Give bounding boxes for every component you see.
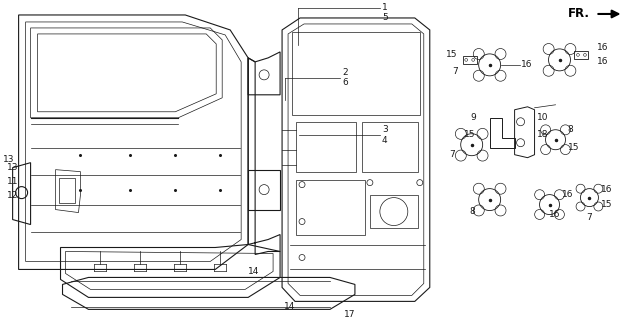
Text: 8: 8: [469, 207, 475, 216]
Text: 3: 3: [382, 125, 387, 134]
Text: 14: 14: [248, 267, 259, 276]
Text: 16: 16: [549, 210, 560, 219]
Text: 16: 16: [597, 57, 609, 66]
Text: 17: 17: [344, 310, 356, 319]
Text: 5: 5: [382, 13, 387, 22]
Text: 9: 9: [470, 113, 476, 122]
Text: 4: 4: [382, 136, 387, 145]
Text: 15: 15: [446, 50, 458, 60]
Text: FR.: FR.: [567, 7, 590, 20]
Text: 2: 2: [342, 68, 347, 77]
Text: 14: 14: [285, 302, 295, 311]
Text: 1: 1: [382, 4, 387, 12]
Text: 15: 15: [464, 130, 476, 139]
Text: 11: 11: [6, 177, 18, 186]
Text: 10: 10: [536, 113, 548, 122]
Text: 13: 13: [3, 155, 15, 164]
Text: 7: 7: [449, 150, 455, 159]
Text: 12: 12: [6, 191, 18, 200]
Text: 16: 16: [521, 60, 532, 69]
Text: 16: 16: [597, 44, 609, 52]
Text: 7: 7: [452, 67, 458, 76]
Text: 18: 18: [536, 130, 548, 139]
Text: 16: 16: [602, 185, 613, 194]
Text: 13: 13: [6, 163, 18, 172]
Text: 7: 7: [586, 213, 592, 222]
Text: 8: 8: [567, 125, 573, 134]
Text: 15: 15: [602, 200, 613, 209]
Text: 15: 15: [567, 143, 579, 152]
Text: 16: 16: [562, 190, 573, 199]
Text: 6: 6: [342, 78, 347, 87]
